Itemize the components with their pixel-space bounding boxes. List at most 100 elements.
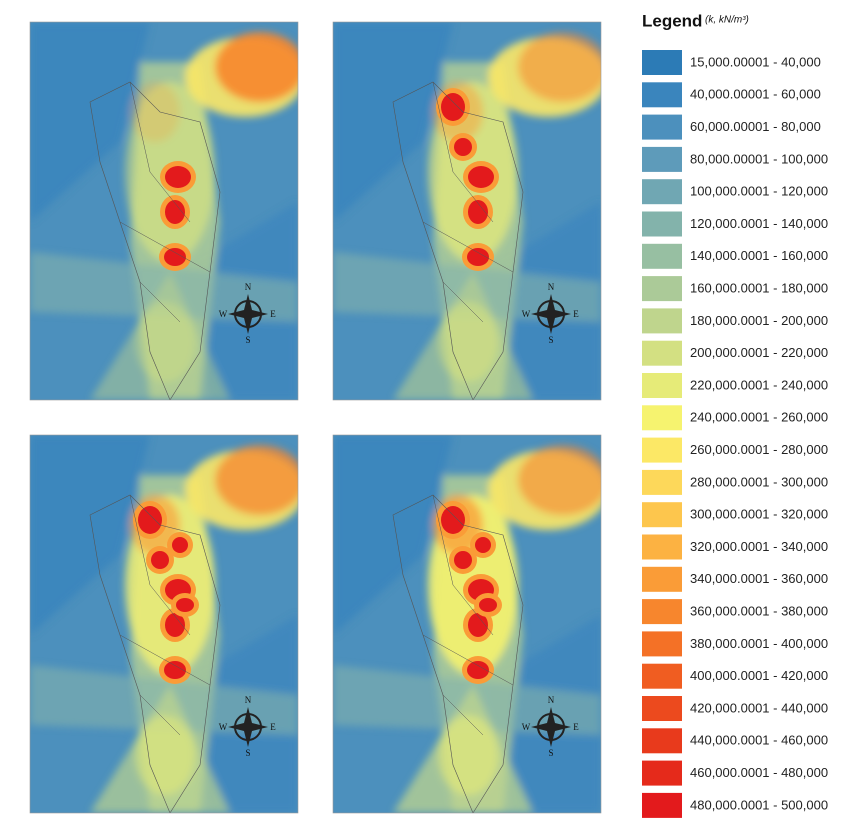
zone xyxy=(130,82,180,142)
legend-label: 120,000.0001 - 140,000 xyxy=(690,216,828,231)
legend-swatch xyxy=(642,243,682,269)
zone xyxy=(438,302,498,382)
zone xyxy=(215,445,298,515)
hotspot xyxy=(165,613,185,637)
compass-s: S xyxy=(245,748,250,758)
legend-unit: (k, kN/m³) xyxy=(705,15,749,26)
hotspot xyxy=(454,138,472,156)
legend-swatch xyxy=(642,308,682,334)
legend-label: 40,000.00001 - 60,000 xyxy=(690,87,821,102)
hotspot xyxy=(475,537,491,553)
hotspot xyxy=(164,661,186,679)
hotspot xyxy=(467,248,489,266)
legend-label: 460,000.0001 - 480,000 xyxy=(690,765,828,780)
legend-swatch xyxy=(642,114,682,140)
hotspot xyxy=(164,248,186,266)
zone xyxy=(135,302,195,382)
hotspot xyxy=(165,200,185,224)
compass-star xyxy=(531,707,571,747)
compass-s: S xyxy=(548,335,553,345)
zone xyxy=(215,32,298,102)
hotspot xyxy=(172,537,188,553)
hotspot xyxy=(441,506,465,534)
compass-e: E xyxy=(573,309,579,319)
compass: N S E W xyxy=(219,695,277,758)
legend-label: 480,000.0001 - 500,000 xyxy=(690,797,828,812)
compass: N S E W xyxy=(219,282,277,345)
hotspot xyxy=(467,661,489,679)
hotspot xyxy=(441,93,465,121)
legend-label: 280,000.0001 - 300,000 xyxy=(690,474,828,489)
map-body xyxy=(333,22,601,400)
legend-title: Legend xyxy=(642,11,702,30)
map-panel: N S E W xyxy=(29,434,299,814)
legend-swatch xyxy=(642,502,682,528)
boundary xyxy=(119,494,211,736)
compass-star xyxy=(228,294,268,334)
compass-star xyxy=(228,707,268,747)
compass-w: W xyxy=(219,309,228,319)
legend-swatch xyxy=(642,276,682,302)
compass-n: N xyxy=(548,282,555,292)
zone xyxy=(518,32,601,102)
compass-star xyxy=(531,294,571,334)
compass: N S E W xyxy=(522,282,580,345)
legend-swatch xyxy=(642,760,682,786)
legend-label: 360,000.0001 - 380,000 xyxy=(690,604,828,619)
legend-swatch xyxy=(642,437,682,463)
zone xyxy=(30,22,150,222)
panel-frame xyxy=(332,21,602,401)
hotspots xyxy=(159,161,196,271)
legend-label: 220,000.0001 - 240,000 xyxy=(690,377,828,392)
legend-swatch xyxy=(642,340,682,366)
legend-label: 80,000.00001 - 100,000 xyxy=(690,151,828,166)
compass-e: E xyxy=(270,309,276,319)
legend-swatch xyxy=(642,599,682,625)
zone xyxy=(30,435,150,635)
boundary xyxy=(422,81,514,323)
zones xyxy=(333,22,601,400)
hotspot xyxy=(165,166,191,188)
compass-w: W xyxy=(219,722,228,732)
hotspot xyxy=(468,200,488,224)
legend-swatch xyxy=(642,728,682,754)
compass-e: E xyxy=(573,722,579,732)
legend-label: 60,000.00001 - 80,000 xyxy=(690,119,821,134)
hotspot xyxy=(138,506,162,534)
zone xyxy=(438,715,498,795)
map-panels: N S E W N S E W N S E W N S E W xyxy=(29,21,602,814)
legend-label: 15,000.00001 - 40,000 xyxy=(690,54,821,69)
legend-swatch xyxy=(642,211,682,237)
legend: Legend (k, kN/m³) 15,000.00001 - 40,000 4… xyxy=(642,11,828,818)
legend-swatch xyxy=(642,146,682,172)
hotspot xyxy=(468,166,494,188)
boundary xyxy=(119,81,211,323)
legend-label: 260,000.0001 - 280,000 xyxy=(690,442,828,457)
map-panel: N S E W xyxy=(29,21,299,401)
legend-label: 400,000.0001 - 420,000 xyxy=(690,668,828,683)
compass-s: S xyxy=(245,335,250,345)
legend-label: 320,000.0001 - 340,000 xyxy=(690,539,828,554)
legend-swatch xyxy=(642,469,682,495)
hotspot xyxy=(151,551,169,569)
zone xyxy=(518,445,601,515)
legend-label: 380,000.0001 - 400,000 xyxy=(690,636,828,651)
legend-label: 240,000.0001 - 260,000 xyxy=(690,410,828,425)
compass-w: W xyxy=(522,722,531,732)
hotspot xyxy=(468,613,488,637)
compass-w: W xyxy=(522,309,531,319)
panel-frame xyxy=(29,434,299,814)
hotspots xyxy=(436,88,499,271)
panel-frame xyxy=(332,434,602,814)
hotspot xyxy=(454,551,472,569)
legend-label: 180,000.0001 - 200,000 xyxy=(690,313,828,328)
legend-swatch xyxy=(642,566,682,592)
hotspots xyxy=(133,501,199,684)
legend-label: 440,000.0001 - 460,000 xyxy=(690,733,828,748)
legend-swatch xyxy=(642,663,682,689)
zones xyxy=(333,435,601,813)
compass-n: N xyxy=(245,695,252,705)
hotspot xyxy=(479,598,497,612)
